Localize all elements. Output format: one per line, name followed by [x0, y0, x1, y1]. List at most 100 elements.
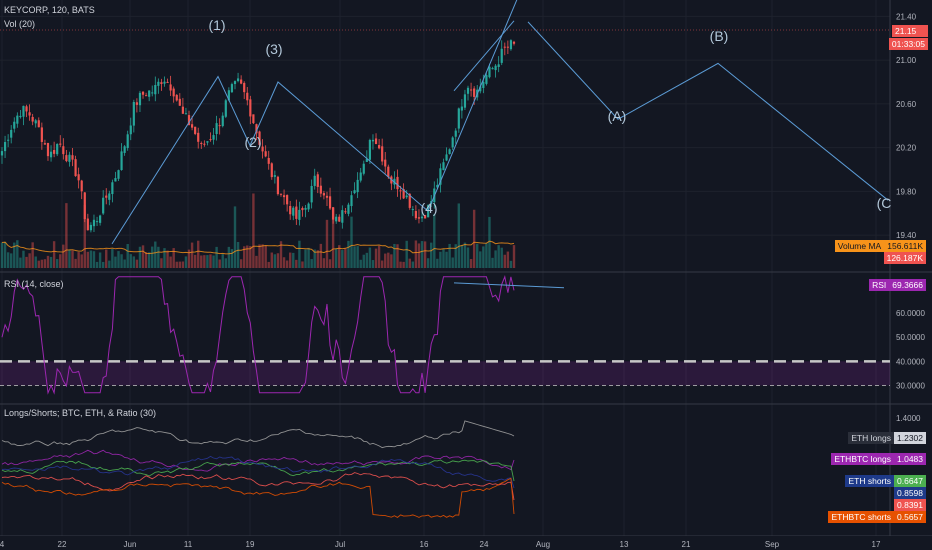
- candle-body: [187, 115, 191, 126]
- volume-bar: [160, 258, 163, 268]
- volume-bar: [377, 245, 381, 268]
- volume-bar: [479, 251, 482, 268]
- volume-bar: [365, 252, 369, 268]
- candle-body: [86, 218, 89, 231]
- wave-label: (2): [244, 134, 261, 150]
- candle-body: [215, 123, 218, 134]
- candle-body: [396, 176, 399, 190]
- candle-body: [482, 82, 485, 88]
- price-axis[interactable]: 21.40 21.00 20.60 20.20 19.80 19.40 60.0000 50.…: [896, 12, 925, 423]
- candle-body: [500, 48, 503, 63]
- volume-bar: [206, 255, 209, 268]
- candle-body: [341, 210, 344, 223]
- volume-bar: [9, 253, 13, 268]
- candle-body: [151, 92, 154, 94]
- candle-body: [25, 106, 28, 112]
- volume-bar: [52, 241, 56, 268]
- candle-body: [439, 168, 442, 185]
- volume-ma-value: 156.611K: [884, 240, 926, 252]
- volume-bar: [55, 259, 59, 268]
- volume-ma-tag: Volume MA 156.611K: [834, 240, 926, 252]
- rsi-divergence-line: [453, 282, 565, 289]
- extra-value-2-tag: 0.8391: [894, 499, 926, 511]
- candle-body: [473, 88, 476, 97]
- volume-bar: [68, 249, 71, 268]
- volume-bar: [95, 261, 99, 268]
- eth-shorts-tag: ETH shorts 0.6647: [845, 475, 926, 487]
- volume-bar: [264, 245, 267, 268]
- volume-bar: [135, 259, 139, 268]
- candle-body: [322, 193, 326, 196]
- volume-bar: [469, 259, 473, 268]
- volume-bar: [408, 258, 411, 268]
- candle-body: [466, 87, 470, 94]
- volume-bar: [163, 248, 166, 268]
- candle-body: [414, 211, 417, 219]
- candle-body: [442, 162, 445, 171]
- volume-bar: [246, 245, 249, 268]
- volume-bar: [298, 240, 301, 268]
- volume-bar: [233, 206, 237, 268]
- candle-body: [108, 193, 111, 200]
- candle-body: [230, 84, 234, 93]
- candle-body: [209, 139, 212, 141]
- candle-body: [371, 139, 375, 142]
- volume-bar: [224, 258, 228, 268]
- volume-bar: [393, 243, 396, 268]
- candle-body: [381, 146, 384, 162]
- volume-bar: [457, 203, 461, 268]
- candle-body: [402, 189, 405, 199]
- volume-bar: [13, 242, 16, 268]
- volume-bar: [6, 252, 10, 268]
- volume-bar: [59, 254, 62, 268]
- candle-body: [236, 78, 240, 82]
- volume-bar: [16, 240, 19, 268]
- volume-bar: [319, 243, 323, 268]
- volume-bar: [414, 240, 418, 268]
- candle-body: [77, 174, 80, 181]
- candle-body: [89, 224, 93, 231]
- ethbtc-shorts-tag: ETHBTC shorts 0.5657: [828, 511, 926, 523]
- volume-bar: [341, 250, 344, 268]
- candle-body: [454, 130, 457, 137]
- eth-shorts-value: 0.6647: [894, 475, 926, 487]
- volume-bar: [184, 256, 188, 268]
- candle-body: [240, 79, 243, 84]
- candle-body: [252, 114, 255, 124]
- candle-body: [335, 216, 338, 222]
- candle-body: [451, 137, 454, 148]
- volume-bar: [359, 259, 362, 268]
- candle-body: [22, 105, 25, 117]
- volume-bar: [322, 258, 326, 268]
- candle-body: [328, 196, 332, 209]
- volume-bar: [258, 244, 261, 268]
- volume-bar: [181, 261, 185, 268]
- time-axis[interactable]: 4 22 Jun 11 19 Jul 16 24 Aug 13 21 Sep 17: [0, 536, 932, 550]
- candle-body: [384, 159, 387, 167]
- volume-bar: [65, 203, 68, 268]
- volume-bar: [239, 259, 243, 268]
- volume-bar: [138, 246, 142, 268]
- rsi-axis-tick: 60.0000: [896, 309, 925, 318]
- candle-body: [169, 84, 172, 91]
- volume-bar: [387, 252, 390, 268]
- candle-body: [227, 90, 230, 101]
- elliott-wave-drawing[interactable]: (1) (2) (3) (4) (A) (B) (C: [111, 0, 891, 245]
- volume-bar: [347, 240, 350, 268]
- volume-bar: [310, 259, 313, 268]
- wave-impulse-line: [111, 0, 518, 245]
- time-axis-tick: 4: [0, 540, 5, 549]
- eth-longs-label: ETH longs: [848, 432, 894, 444]
- rsi-pane: [0, 275, 890, 395]
- volume-bar: [193, 254, 197, 268]
- volume-bar: [31, 242, 34, 268]
- volume-bar: [328, 259, 332, 268]
- candle-body: [286, 195, 289, 205]
- volume-bar: [117, 251, 120, 268]
- longs-shorts-pane: [1, 420, 515, 518]
- time-axis-tick: 17: [872, 540, 881, 549]
- candle-body: [488, 66, 491, 78]
- eth-longs-tag: ETH longs 1.2302: [848, 432, 926, 444]
- volume-bar: [215, 246, 218, 268]
